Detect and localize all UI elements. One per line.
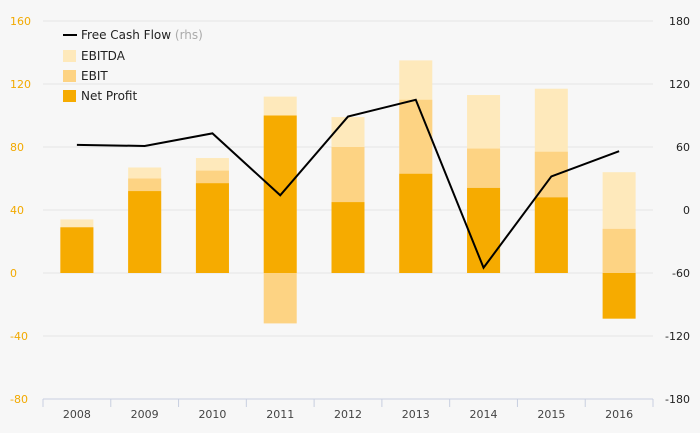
bar-net-profit-2010: [195, 183, 229, 273]
legend-label-free-cash-flow-note: (rhs): [175, 28, 203, 42]
x-tick-label: 2010: [198, 408, 226, 421]
x-tick-label: 2016: [605, 408, 633, 421]
bar-ebit-2011: [263, 273, 297, 324]
y-right-tick-label: -180: [665, 393, 690, 406]
legend-label-ebit: EBIT: [81, 69, 108, 83]
bar-net-profit-2014: [467, 187, 501, 273]
y-left-tick-label: -80: [10, 393, 28, 406]
y-right-tick-label: 0: [683, 204, 690, 217]
y-right-tick-label: 180: [669, 15, 690, 28]
y-left-tick-label: 120: [10, 78, 31, 91]
y-right-tick-label: 120: [669, 78, 690, 91]
y-right-tick-label: 60: [676, 141, 690, 154]
bar-net-profit-2016: [602, 273, 636, 319]
bar-net-profit-2009: [128, 191, 162, 273]
y-right-tick-label: -60: [672, 267, 690, 280]
y-right-tick-label: -120: [665, 330, 690, 343]
bar-net-profit-2012: [331, 202, 365, 273]
legend: Free Cash Flow (rhs) EBITDA EBIT Net Pro…: [63, 28, 203, 103]
bar-net-profit-2008: [60, 227, 94, 273]
free-cash-flow-line: [76, 98, 620, 270]
legend-label-free-cash-flow: Free Cash Flow (rhs): [81, 28, 203, 42]
bar-net-profit-2013: [399, 173, 433, 273]
y-left-tick-label: 80: [10, 141, 24, 154]
x-tick-label: 2015: [537, 408, 565, 421]
legend-label-net-profit: Net Profit: [81, 89, 137, 103]
x-tick-label: 2011: [266, 408, 294, 421]
y-left-tick-label: 40: [10, 204, 24, 217]
x-tick-label: 2009: [131, 408, 159, 421]
x-tick-label: 2014: [470, 408, 498, 421]
x-tick-label: 2008: [63, 408, 91, 421]
y-left-tick-label: 160: [10, 15, 31, 28]
legend-label-free-cash-flow-name: Free Cash Flow: [81, 28, 171, 42]
x-tick-label: 2013: [402, 408, 430, 421]
bar-ebit-2016: [602, 228, 636, 273]
free-cash-flow-line-group: [76, 98, 620, 270]
bars: [60, 60, 636, 324]
legend-label-ebitda: EBITDA: [81, 49, 126, 63]
legend-swatch-net-profit: [63, 90, 76, 102]
axes: 160 180 120 120 80 60 40 0 0 -60 -40 -120 -80 -180 200…: [10, 15, 690, 421]
x-tick-label: 2012: [334, 408, 362, 421]
legend-swatch-ebitda: [63, 50, 76, 62]
legend-swatch-ebit: [63, 70, 76, 82]
y-left-tick-label: 0: [10, 267, 17, 280]
y-left-tick-label: -40: [10, 330, 28, 343]
bar-net-profit-2015: [534, 197, 568, 273]
